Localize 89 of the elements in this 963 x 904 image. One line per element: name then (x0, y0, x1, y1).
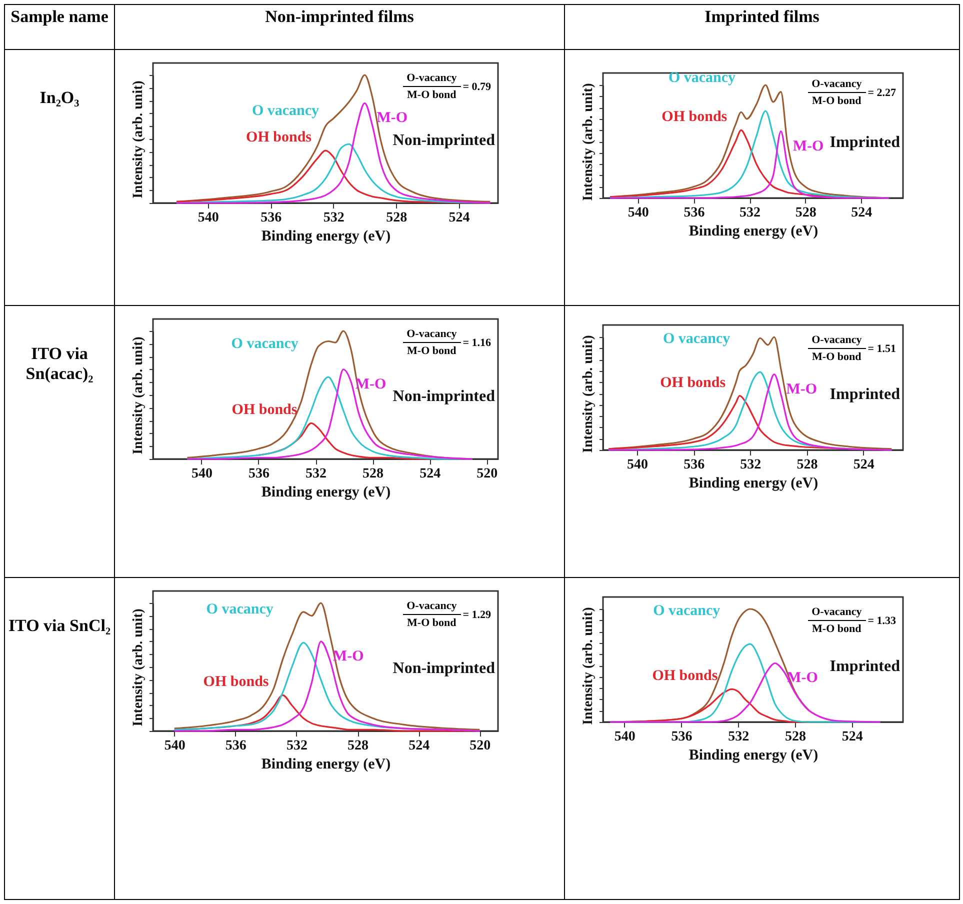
text: In₂O₃ (4, 50, 114, 306)
x-tick-label: 524 (420, 466, 441, 482)
x-tick-label: 540 (191, 466, 212, 482)
text: O vacancy (231, 336, 299, 352)
x-tick-label: 536 (248, 466, 270, 482)
annotation: O-vacancy (402, 328, 461, 343)
x-tick-label: 532 (728, 730, 750, 744)
annotation: O-vacancy (402, 72, 461, 87)
annotation: O-vacancy (808, 606, 866, 621)
text: O vacancy (206, 602, 274, 618)
annotation: O-vacancy (808, 78, 866, 93)
annotation: M-O bond (812, 350, 862, 363)
annotation: M-O bond (407, 88, 456, 101)
x-tick-label: 532 (740, 458, 762, 472)
series-label: OH bonds (652, 668, 718, 684)
x-axis-title: Binding energy (eV) (261, 228, 391, 244)
chart-title: Non-imprinted films (114, 4, 564, 50)
x-tick-label: 540 (164, 738, 186, 754)
x-tick-label: 536 (684, 206, 705, 220)
annotation: Imprinted (830, 134, 900, 151)
x-tick-label: 532 (740, 206, 761, 220)
annotation: Imprinted (830, 386, 900, 403)
x-tick-label: 540 (628, 206, 649, 220)
annotation: O-vacancy (808, 334, 866, 349)
x-tick-label: 524 (842, 730, 863, 744)
x-tick-label: 528 (796, 458, 818, 472)
x-tick-label: 528 (795, 206, 816, 220)
annotation: = 1.29 (462, 608, 491, 620)
annotation: = 1.51 (868, 342, 896, 354)
x-tick-label: 532 (286, 738, 308, 754)
annotation: M-O bond (407, 616, 456, 629)
text: ITO via SnCl₂ (4, 578, 114, 900)
x-tick-label: 528 (784, 730, 806, 744)
x-axis-title: Binding energy (eV) (688, 224, 818, 240)
series-label: M-O (376, 110, 408, 126)
y-axis-title: Intensity (arb. unit) (131, 336, 146, 454)
x-tick-label: 524 (851, 206, 872, 220)
annotation: = 1.16 (462, 336, 491, 348)
x-tick-label: 532 (323, 210, 344, 226)
x-tick-label: 532 (306, 466, 327, 482)
x-tick-label: 540 (198, 210, 219, 226)
text: O vacancy (662, 331, 731, 348)
y-axis-title: Intensity (arb. unit) (131, 80, 146, 198)
text: O vacancy (252, 103, 320, 120)
series-label: OH bonds (662, 109, 728, 126)
x-tick-label: 536 (671, 730, 692, 744)
series-label: OH bonds (246, 130, 312, 146)
text: Sample name (4, 4, 114, 50)
annotation: = 2.27 (868, 86, 896, 98)
text: O vacancy (653, 603, 721, 620)
x-tick-label: 528 (362, 466, 384, 482)
annotation: Non-imprinted (392, 132, 496, 149)
x-tick-label: 540 (614, 730, 636, 744)
text: ITO via Sn(acac)₂ (4, 306, 114, 578)
annotation: M-O bond (407, 344, 456, 357)
series-label: M-O (786, 381, 818, 398)
annotation: O-vacancy (402, 600, 461, 615)
x-axis-title: Binding energy (eV) (688, 748, 818, 764)
series-label: OH bonds (203, 674, 269, 690)
y-axis-title: Intensity (arb. unit) (581, 334, 596, 453)
annotation: = 0.79 (462, 80, 491, 92)
x-tick-label: 520 (470, 738, 491, 754)
text: O vacancy (668, 70, 736, 86)
x-tick-label: 536 (684, 458, 705, 472)
y-axis-title: Intensity (arb. unit) (581, 82, 596, 201)
x-tick-label: 540 (626, 458, 648, 472)
x-tick-label: 528 (386, 210, 408, 226)
annotation: M-O bond (812, 94, 862, 107)
annotation: Non-imprinted (392, 660, 496, 677)
y-axis-title: Intensity (arb. unit) (581, 606, 596, 725)
x-tick-label: 524 (448, 210, 470, 226)
x-tick-label: 524 (853, 458, 874, 472)
annotation: M-O bond (812, 622, 862, 635)
annotation: = 1.33 (868, 614, 896, 626)
annotation: Non-imprinted (392, 388, 496, 405)
chart-title: Imprinted films (564, 4, 960, 50)
x-tick-label: 520 (476, 466, 498, 482)
x-tick-label: 536 (225, 738, 246, 754)
x-tick-label: 524 (408, 738, 430, 754)
series-label: M-O (792, 138, 824, 154)
y-axis-title: Intensity (arb. unit) (131, 608, 146, 726)
x-axis-title: Binding energy (eV) (688, 476, 818, 492)
annotation: Imprinted (830, 658, 900, 675)
series-label: OH bonds (232, 402, 298, 418)
x-axis-title: Binding energy (eV) (261, 756, 391, 772)
x-tick-label: 528 (348, 738, 369, 754)
x-tick-label: 536 (260, 210, 282, 226)
x-axis-title: Binding energy (eV) (261, 484, 391, 500)
series-label: OH bonds (660, 374, 726, 391)
